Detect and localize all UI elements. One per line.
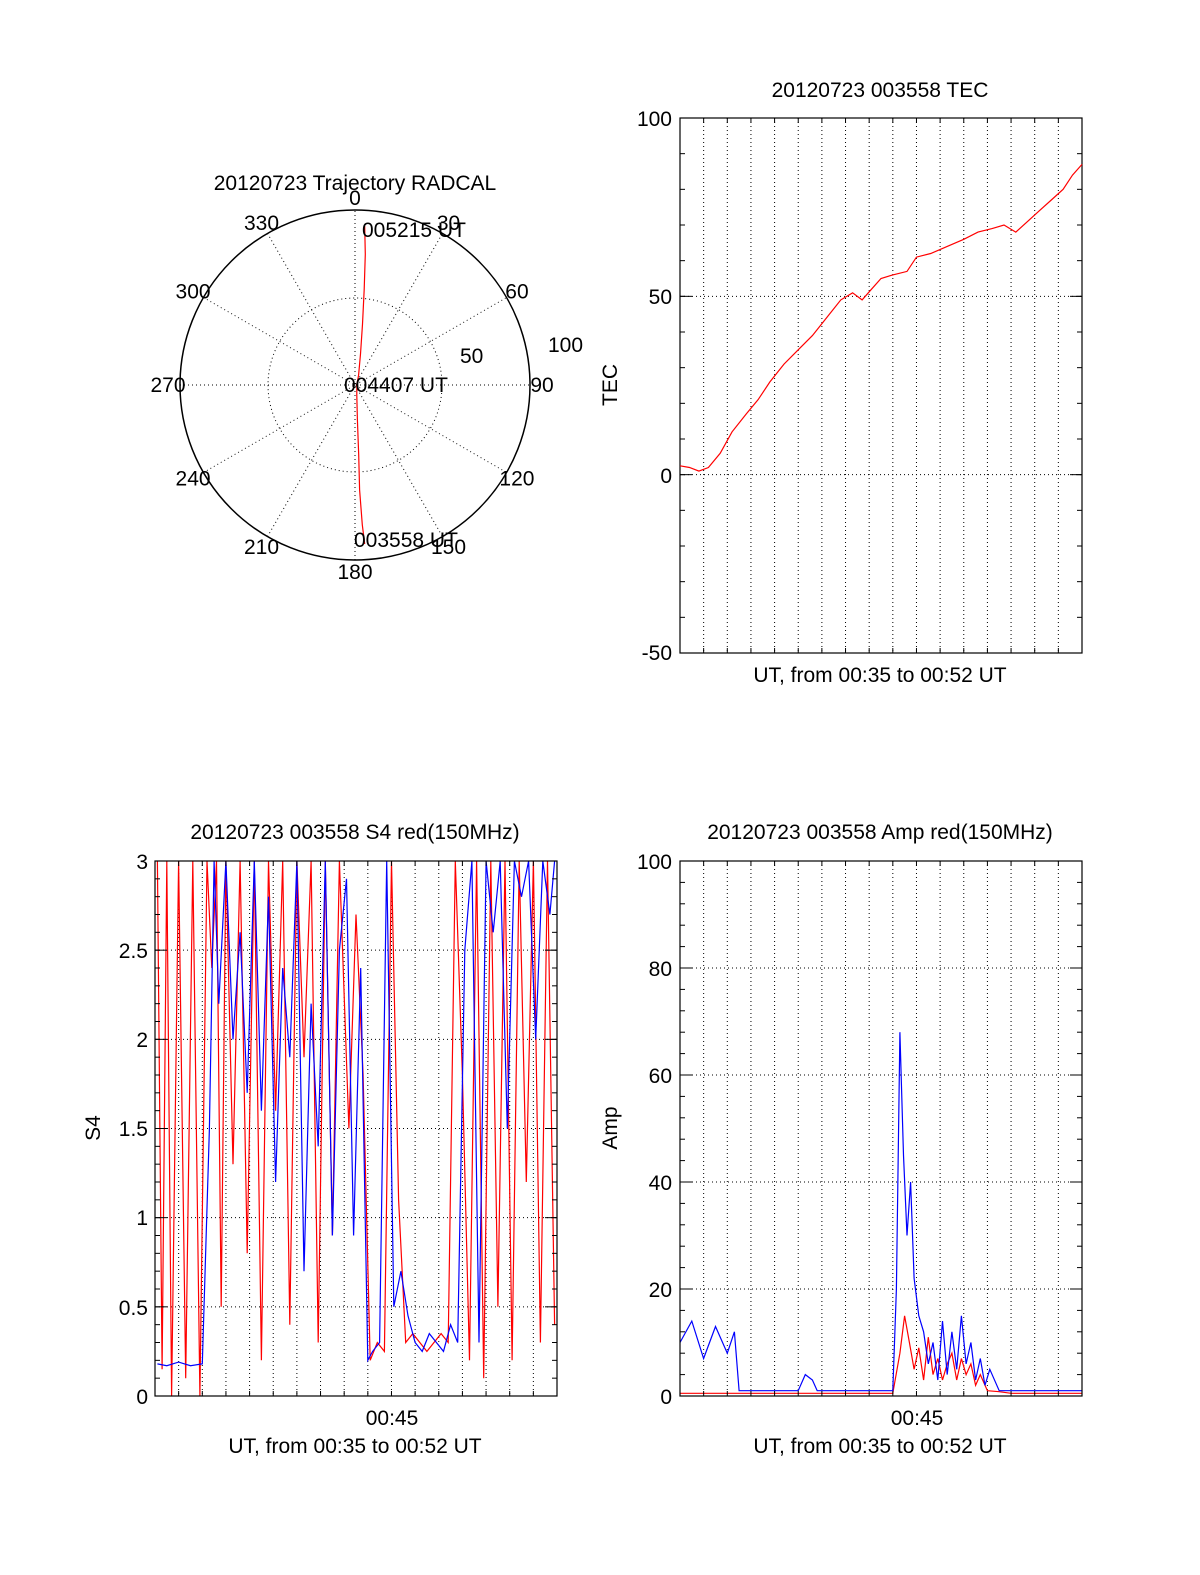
polar-angle-label: 120 xyxy=(499,468,534,491)
polar-angle-label: 0 xyxy=(349,187,361,210)
tec-ytick-label: 0 xyxy=(660,465,672,488)
polar-angle-label: 270 xyxy=(150,374,185,397)
s4-tick-marks xyxy=(154,860,558,1397)
s4-ylabel: S4 xyxy=(82,1115,105,1141)
s4-panel: 20120723 003558 S4 red(150MHz) 0 0.5 1 1… xyxy=(82,821,558,1458)
polar-radius-label-50: 50 xyxy=(460,345,483,368)
s4-ytick-label: 2.5 xyxy=(119,940,148,963)
polar-angle-label: 30 xyxy=(437,212,460,235)
polar-annotation-start: 005215 UT xyxy=(362,219,466,242)
amp-xlabel: UT, from 00:35 to 00:52 UT xyxy=(753,1435,1006,1458)
amp-panel: 20120723 003558 Amp red(150MHz) 0 20 40 … xyxy=(599,821,1083,1458)
s4-series-line-1 xyxy=(157,860,556,1367)
tec-series-group xyxy=(679,164,1083,472)
s4-ytick-label: 1 xyxy=(136,1207,148,1230)
polar-angle-label: 210 xyxy=(244,536,279,559)
tec-xlabel: UT, from 00:35 to 00:52 UT xyxy=(753,664,1006,687)
amp-ytick-label: 20 xyxy=(649,1279,672,1302)
tec-tick-marks xyxy=(679,117,1083,654)
s4-ytick-label: 3 xyxy=(136,851,148,874)
polar-title: 20120723 Trajectory RADCAL xyxy=(214,172,497,195)
amp-ytick-label: 0 xyxy=(660,1386,672,1409)
amp-ytick-label: 40 xyxy=(649,1172,672,1195)
tec-panel: 20120723 003558 TEC -50 0 50 100 TEC UT,… xyxy=(599,79,1083,687)
polar-angle-labels: 0 30 60 90 120 150 180 210 240 270 300 330 xyxy=(150,187,553,584)
tec-ytick-label: 50 xyxy=(649,286,672,309)
s4-title: 20120723 003558 S4 red(150MHz) xyxy=(190,821,519,844)
amp-ytick-label: 60 xyxy=(649,1065,672,1088)
amp-series-line-1 xyxy=(679,1032,1082,1392)
polar-angle-label: 90 xyxy=(530,374,553,397)
tec-ylabel: TEC xyxy=(599,364,622,406)
tec-series-line-0 xyxy=(679,164,1083,472)
s4-series-group xyxy=(156,860,556,1397)
polar-angle-label: 150 xyxy=(431,536,466,559)
s4-ytick-label: 1.5 xyxy=(119,1118,148,1141)
tec-title: 20120723 003558 TEC xyxy=(772,79,989,102)
tec-ytick-label: 100 xyxy=(637,108,672,131)
amp-xtick-label: 00:45 xyxy=(891,1407,944,1430)
amp-gridlines xyxy=(680,861,1082,1396)
amp-series-line-0 xyxy=(680,1315,1082,1394)
polar-trajectory-line xyxy=(356,225,366,545)
s4-xlabel: UT, from 00:35 to 00:52 UT xyxy=(228,1435,481,1458)
polar-angle-label: 240 xyxy=(176,468,211,491)
polar-radius-label-100: 100 xyxy=(548,334,583,357)
amp-ylabel: Amp xyxy=(599,1106,622,1149)
polar-angle-label: 180 xyxy=(337,561,372,584)
polar-angle-label: 300 xyxy=(176,281,211,304)
s4-ytick-label: 0 xyxy=(136,1386,148,1409)
tec-ytick-label: -50 xyxy=(642,642,672,665)
polar-trajectory-panel: 20120723 Trajectory RADCAL 0 30 60 90 120 150… xyxy=(150,172,583,584)
s4-xtick-label: 00:45 xyxy=(366,1407,419,1430)
polar-annotation-end: 003558 UT xyxy=(354,529,458,552)
amp-title: 20120723 003558 Amp red(150MHz) xyxy=(707,821,1053,844)
amp-ytick-label: 80 xyxy=(649,958,672,981)
amp-series-group xyxy=(679,1032,1082,1394)
polar-angle-label: 330 xyxy=(244,212,279,235)
amp-ytick-label: 100 xyxy=(637,851,672,874)
amp-tick-marks xyxy=(679,860,1083,1397)
polar-annotation-mid: 004407 UT xyxy=(344,374,448,397)
polar-angle-label: 60 xyxy=(505,281,528,304)
amp-plot-frame xyxy=(679,860,1083,1397)
s4-ytick-label: 2 xyxy=(136,1029,148,1052)
tec-gridlines xyxy=(680,118,1082,653)
tec-plot-frame xyxy=(679,117,1083,654)
s4-ytick-label: 0.5 xyxy=(119,1297,148,1320)
